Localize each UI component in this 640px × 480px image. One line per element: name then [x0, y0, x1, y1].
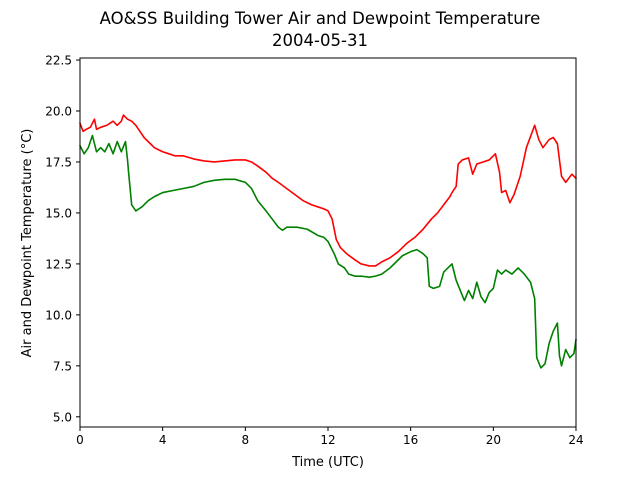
y-tick-label: 7.5	[53, 359, 72, 373]
x-tick-label: 8	[242, 433, 250, 447]
x-tick-label: 20	[486, 433, 501, 447]
y-tick-label: 5.0	[53, 410, 72, 424]
chart-title: AO&SS Building Tower Air and Dewpoint Te…	[100, 9, 541, 28]
series-line-2	[79, 134, 577, 369]
y-tick-label: 22.5	[45, 54, 72, 68]
series-line-1	[79, 114, 577, 267]
x-axis-label: Time (UTC)	[291, 455, 364, 470]
x-tick-label: 12	[320, 433, 335, 447]
y-axis-label: Air and Dewpoint Temperature (°C)	[20, 129, 35, 358]
y-tick-label: 17.5	[45, 155, 72, 169]
series-layer	[79, 114, 577, 369]
axes-layer: 0 4 8 12 16 20 24 5.0 7.5 10.0 12.5 15.0 17.5 20.0 22.…	[45, 54, 583, 447]
chart-subtitle: 2004-05-31	[272, 31, 368, 50]
y-tick-label: 10.0	[45, 308, 72, 322]
y-tick-label: 20.0	[45, 105, 72, 119]
x-tick-label: 24	[568, 433, 583, 447]
x-tick-label: 0	[76, 433, 84, 447]
y-tick-label: 12.5	[45, 257, 72, 271]
x-tick-label: 4	[159, 433, 167, 447]
y-tick-label: 15.0	[45, 206, 72, 220]
x-tick-label: 16	[403, 433, 418, 447]
